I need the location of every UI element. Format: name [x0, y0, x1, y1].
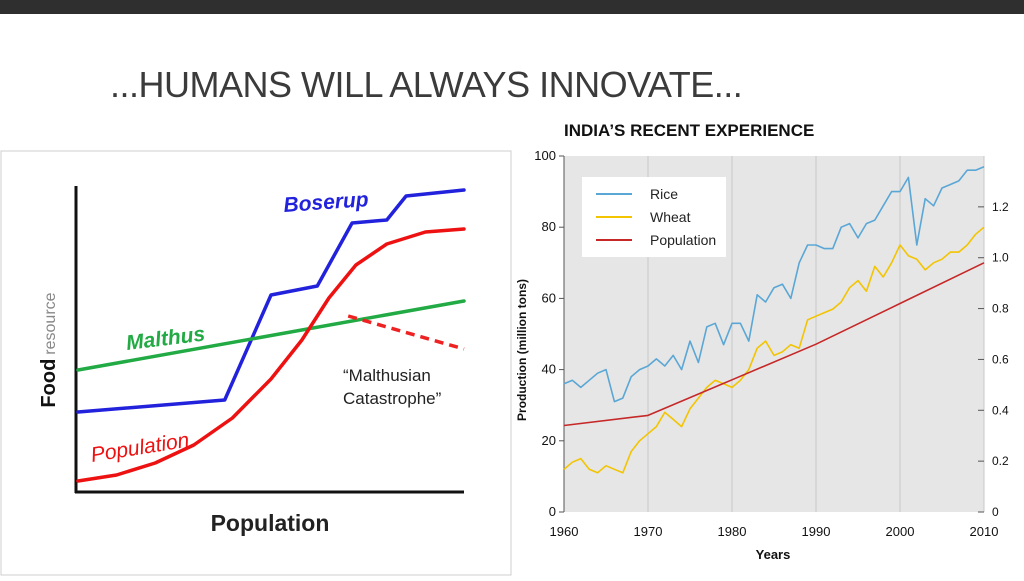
x-tick-label-2010: 2010	[970, 524, 999, 539]
y2-tick-label-0: 0	[992, 505, 999, 519]
y2-tick-label-0-4: 0.4	[992, 403, 1009, 417]
y2-tick-label-0-8: 0.8	[992, 302, 1009, 316]
annotation-line-1: “Malthusian	[343, 366, 431, 385]
y-tick-label-60: 60	[542, 290, 556, 305]
legend-label-rice: Rice	[650, 186, 678, 202]
x-tick-label-1990: 1990	[802, 524, 831, 539]
y-tick-label-40: 40	[542, 362, 556, 377]
y-tick-label-20: 20	[542, 433, 556, 448]
y-tick-label-100: 100	[534, 148, 556, 163]
y2-tick-label-1-0: 1.0	[992, 251, 1009, 265]
india-production-chart: INDIA’S RECENT EXPERIENCE 1960 1970 1980 19…	[506, 110, 1024, 576]
annotation-line-2: Catastrophe”	[343, 389, 442, 408]
series-line-wheat	[563, 226, 985, 474]
y-tick-label-0: 0	[549, 504, 556, 519]
y2-tick-label-0-6: 0.6	[992, 352, 1009, 366]
y-tick-label-80: 80	[542, 219, 556, 234]
boserup-malthus-chart: Foodresource Population Boserup Malthus …	[0, 150, 512, 576]
y-axis-label-bold: Food	[38, 359, 60, 408]
y-axis-label-rest: resource	[42, 292, 59, 354]
legend-label-population: Population	[650, 232, 716, 248]
line-population	[76, 227, 466, 483]
y2-tick-label-0-2: 0.2	[992, 454, 1009, 468]
svg-text:Foodresource: Food resource	[38, 292, 60, 407]
series-line-population	[563, 262, 985, 427]
x-tick-label-1980: 1980	[718, 524, 747, 539]
chart-frame	[0, 150, 512, 576]
x-tick-label-2000: 2000	[886, 524, 915, 539]
chart-title: INDIA’S RECENT EXPERIENCE	[564, 121, 814, 140]
x-axis-label: Years	[756, 547, 791, 562]
legend-label-wheat: Wheat	[650, 209, 691, 225]
boserup-malthus-svg: Foodresource Population Boserup Malthus …	[0, 150, 512, 576]
slide-title: ...HUMANS WILL ALWAYS INNOVATE...	[110, 64, 743, 105]
y-axis-label: Production (million tons)	[515, 279, 529, 421]
series-line-rice	[563, 165, 985, 403]
line-boserup	[76, 188, 466, 414]
x-axis-label: Population	[211, 510, 330, 536]
y2-tick-label-1-2: 1.2	[992, 200, 1009, 214]
x-tick-label-1960: 1960	[550, 524, 579, 539]
x-tick-label-1970: 1970	[634, 524, 663, 539]
line-malthus	[76, 299, 466, 372]
india-chart-svg: INDIA’S RECENT EXPERIENCE 1960 1970 1980 19…	[515, 121, 1009, 562]
top-bar	[0, 0, 1024, 14]
line-catastrophe-dashed	[347, 314, 465, 351]
